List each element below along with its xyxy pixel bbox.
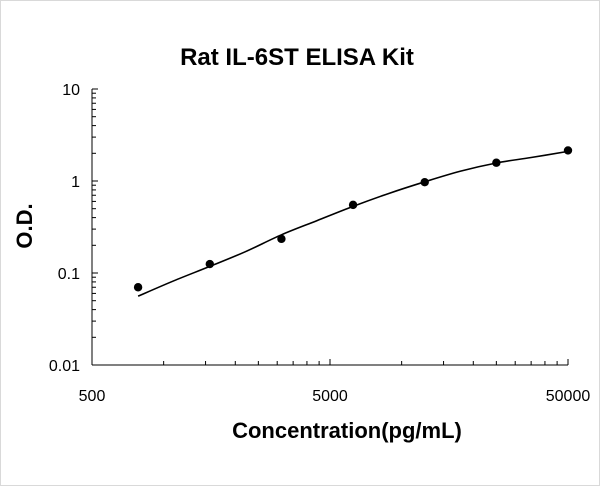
y-tick-label: 0.01 [49, 358, 80, 375]
curve-layer [137, 150, 569, 297]
data-point [563, 146, 573, 155]
x-tick-label: 5000 [312, 388, 348, 405]
axes [91, 89, 568, 366]
ticks: 10 1 0.1 0.01 500 5000 50000 [49, 82, 590, 405]
x-tick-label: 500 [79, 388, 106, 405]
x-axis-title: Concentration(pg/mL) [232, 418, 462, 443]
data-point [348, 200, 358, 210]
points-layer [133, 146, 573, 292]
data-point [277, 234, 286, 244]
y-tick-label: 1 [71, 174, 80, 191]
data-point [205, 259, 215, 269]
data-point [492, 158, 501, 167]
chart-title: Rat IL-6ST ELISA Kit [180, 44, 414, 71]
y-tick-label: 0.1 [58, 266, 80, 283]
data-point [420, 178, 429, 187]
y-tick-label: 10 [62, 82, 80, 99]
x-tick-label: 50000 [546, 388, 591, 405]
fit-curve [137, 150, 569, 297]
y-axis-title: O.D. [12, 203, 37, 248]
data-point [133, 283, 143, 292]
